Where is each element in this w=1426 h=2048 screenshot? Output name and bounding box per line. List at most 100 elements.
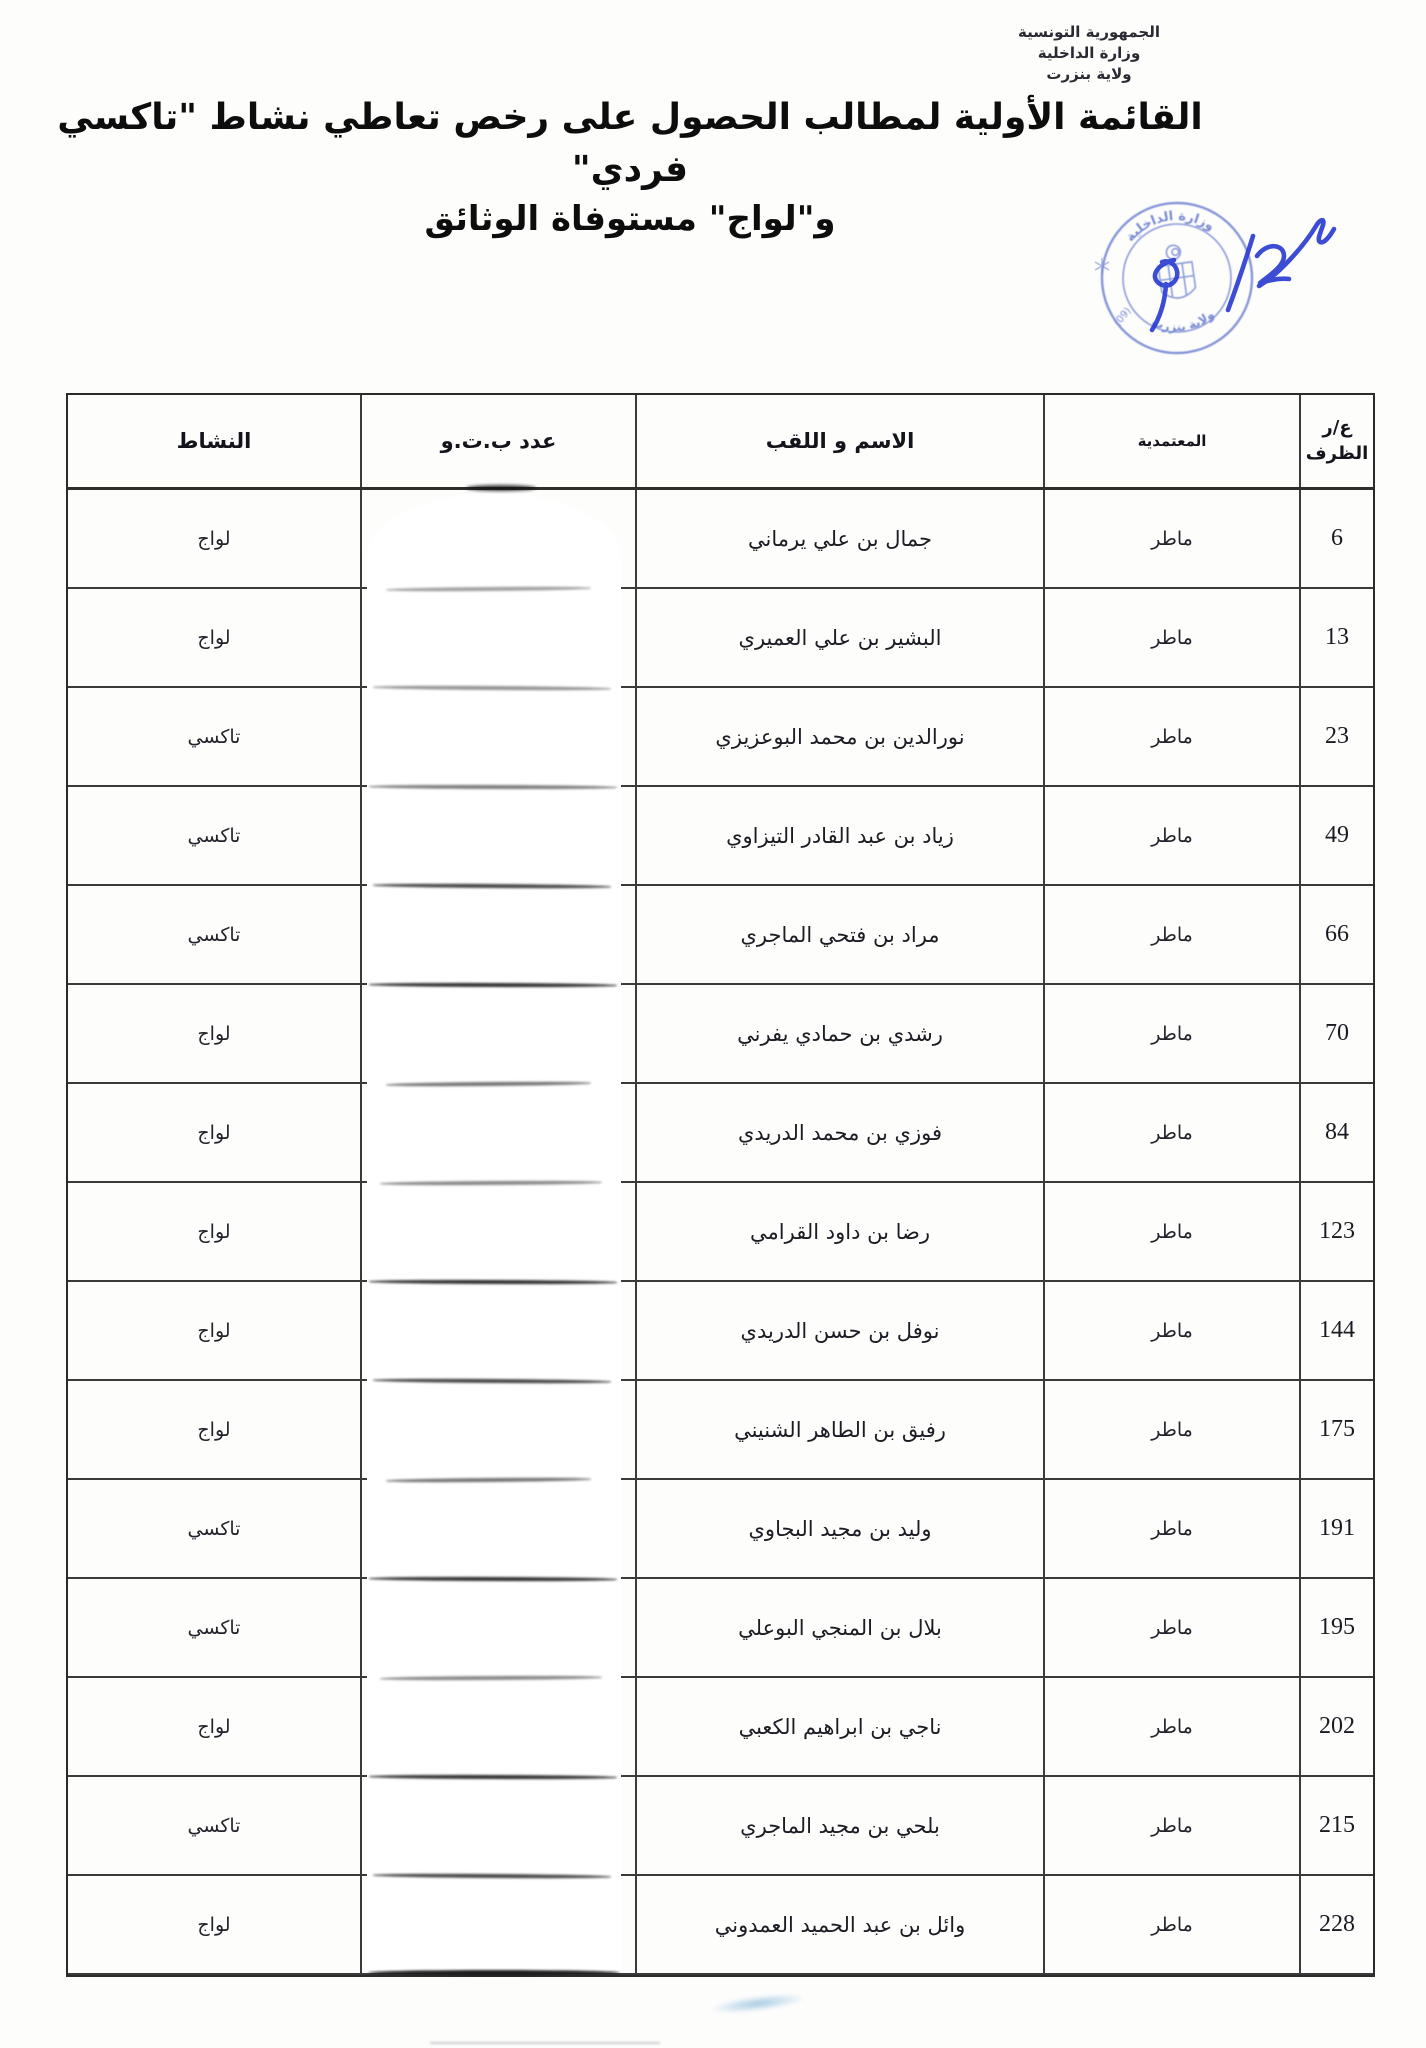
table-row: 144 ماطر نوفل بن حسن الدريدي لواج — [68, 1282, 1373, 1381]
cell-envelope-number: 23 — [1299, 688, 1373, 785]
cell-delegation: ماطر — [1043, 1282, 1299, 1379]
cell-activity: تاكسي — [187, 824, 241, 847]
cell-full-name: جمال بن علي يرماني — [635, 490, 1043, 587]
cell-delegation: ماطر — [1043, 886, 1299, 983]
cell-full-name: البشير بن علي العميري — [635, 589, 1043, 686]
cell-id-number-redacted — [360, 1480, 635, 1577]
ink-smudge — [711, 1990, 805, 2017]
table-row: 70 ماطر رشدي بن حمادي يفرني لواج — [68, 985, 1373, 1084]
cell-envelope-number: 202 — [1299, 1678, 1373, 1775]
table-row: 202 ماطر ناجي بن ابراهيم الكعبي لواج — [68, 1678, 1373, 1777]
header-no-line2: الظرف — [1305, 443, 1369, 464]
page-title-line-2: و"لواج" مستوفاة الوثائق — [424, 199, 836, 239]
cell-envelope-number: 195 — [1299, 1579, 1373, 1676]
table-row: 228 ماطر وائل بن عبد الحميد العمدوني لوا… — [68, 1876, 1373, 1975]
column-header-delegation: المعتمدية — [1043, 395, 1299, 487]
table-row: 49 ماطر زياد بن عبد القادر التيزاوي تاكس… — [68, 787, 1373, 886]
table-row: 84 ماطر فوزي بن محمد الدريدي لواج — [68, 1084, 1373, 1183]
cell-id-number-redacted — [360, 1183, 635, 1280]
cell-activity: تاكسي — [187, 923, 241, 946]
cell-full-name: بلال بن المنجي البوعلي — [635, 1579, 1043, 1676]
cell-id-number-redacted — [360, 1777, 635, 1874]
redaction-smudge — [466, 485, 536, 491]
letterhead-ministry: وزارة الداخلية — [1037, 44, 1141, 62]
cell-activity: لواج — [197, 527, 231, 550]
cell-envelope-number: 66 — [1299, 886, 1373, 983]
column-header-activity: النشاط — [176, 429, 252, 453]
cell-delegation: ماطر — [1043, 1183, 1299, 1280]
column-header-id-number: عدد ب.ت.و — [360, 395, 635, 487]
cell-envelope-number: 84 — [1299, 1084, 1373, 1181]
cell-id-number-redacted — [360, 985, 635, 1082]
table-row: 23 ماطر نورالدين بن محمد البوعزيزي تاكسي — [68, 688, 1373, 787]
redaction-smudge — [368, 1970, 620, 1975]
cell-envelope-number: 175 — [1299, 1381, 1373, 1478]
cell-envelope-number: 215 — [1299, 1777, 1373, 1874]
cell-full-name: نورالدين بن محمد البوعزيزي — [635, 688, 1043, 785]
cell-full-name: فوزي بن محمد الدريدي — [635, 1084, 1043, 1181]
cell-id-number-redacted — [360, 1579, 635, 1676]
cell-activity: لواج — [197, 626, 231, 649]
cell-activity: لواج — [197, 1220, 231, 1243]
cell-envelope-number: 144 — [1299, 1282, 1373, 1379]
table-row: 191 ماطر وليد بن مجيد البجاوي تاكسي — [68, 1480, 1373, 1579]
cell-activity: لواج — [197, 1715, 231, 1738]
cell-delegation: ماطر — [1043, 1876, 1299, 1973]
cell-activity: تاكسي — [187, 1616, 241, 1639]
cell-delegation: ماطر — [1043, 688, 1299, 785]
cell-id-number-redacted — [360, 688, 635, 785]
cell-activity: لواج — [197, 1418, 231, 1441]
cell-envelope-number: 191 — [1299, 1480, 1373, 1577]
cell-activity: لواج — [197, 1913, 231, 1936]
table-row: 66 ماطر مراد بن فتحي الماجري تاكسي — [68, 886, 1373, 985]
cell-delegation: ماطر — [1043, 1678, 1299, 1775]
applicants-table: ع/ر الظرف المعتمدية الاسم و اللقب عدد ب.… — [66, 393, 1375, 1977]
table-header-row: ع/ر الظرف المعتمدية الاسم و اللقب عدد ب.… — [68, 395, 1373, 490]
cell-full-name: نوفل بن حسن الدريدي — [635, 1282, 1043, 1379]
cell-id-number-redacted — [360, 1282, 635, 1379]
table-row: 6 ماطر جمال بن علي يرماني لواج — [68, 490, 1373, 589]
cell-id-number-redacted — [360, 886, 635, 983]
stamp-star-icon — [1094, 258, 1110, 274]
cell-delegation: ماطر — [1043, 1381, 1299, 1478]
letterhead-republic: الجمهورية التونسية — [1018, 23, 1160, 41]
cell-delegation: ماطر — [1043, 1480, 1299, 1577]
cell-activity: تاكسي — [187, 725, 241, 748]
cell-full-name: وليد بن مجيد البجاوي — [635, 1480, 1043, 1577]
letterhead-governorate: ولاية بنزرت — [1046, 65, 1132, 83]
cell-full-name: ناجي بن ابراهيم الكعبي — [635, 1678, 1043, 1775]
cell-envelope-number: 70 — [1299, 985, 1373, 1082]
cell-envelope-number: 6 — [1299, 490, 1373, 587]
cell-id-number-redacted — [360, 1678, 635, 1775]
cell-id-number-redacted — [360, 1381, 635, 1478]
cell-full-name: مراد بن فتحي الماجري — [635, 886, 1043, 983]
header-no-line1: ع/ر — [1322, 417, 1352, 438]
cell-full-name: رفيق بن الطاهر الشنيني — [635, 1381, 1043, 1478]
scan-edge-artifact — [430, 2042, 660, 2044]
cell-activity: لواج — [197, 1121, 231, 1144]
cell-delegation: ماطر — [1043, 1777, 1299, 1874]
table-row: 215 ماطر بلحي بن مجيد الماجري تاكسي — [68, 1777, 1373, 1876]
cell-activity: تاكسي — [187, 1517, 241, 1540]
cell-envelope-number: 123 — [1299, 1183, 1373, 1280]
cell-delegation: ماطر — [1043, 787, 1299, 884]
cell-envelope-number: 228 — [1299, 1876, 1373, 1973]
cell-activity: لواج — [197, 1022, 231, 1045]
page-title: القائمة الأولية لمطالب الحصول على رخص تع… — [0, 92, 1260, 242]
cell-activity: لواج — [197, 1319, 231, 1342]
table-row: 13 ماطر البشير بن علي العميري لواج — [68, 589, 1373, 688]
cell-full-name: وائل بن عبد الحميد العمدوني — [635, 1876, 1043, 1973]
cell-delegation: ماطر — [1043, 1579, 1299, 1676]
cell-id-number-redacted — [360, 787, 635, 884]
cell-id-number-redacted — [360, 1876, 635, 1973]
table-row: 175 ماطر رفيق بن الطاهر الشنيني لواج — [68, 1381, 1373, 1480]
cell-envelope-number: 49 — [1299, 787, 1373, 884]
cell-activity: تاكسي — [187, 1814, 241, 1837]
cell-delegation: ماطر — [1043, 589, 1299, 686]
table-row: 195 ماطر بلال بن المنجي البوعلي تاكسي — [68, 1579, 1373, 1678]
cell-full-name: رضا بن داود القرامي — [635, 1183, 1043, 1280]
column-header-name: الاسم و اللقب — [635, 395, 1043, 487]
table-row: 123 ماطر رضا بن داود القرامي لواج — [68, 1183, 1373, 1282]
cell-full-name: زياد بن عبد القادر التيزاوي — [635, 787, 1043, 884]
column-header-envelope-number: ع/ر الظرف — [1299, 395, 1373, 487]
